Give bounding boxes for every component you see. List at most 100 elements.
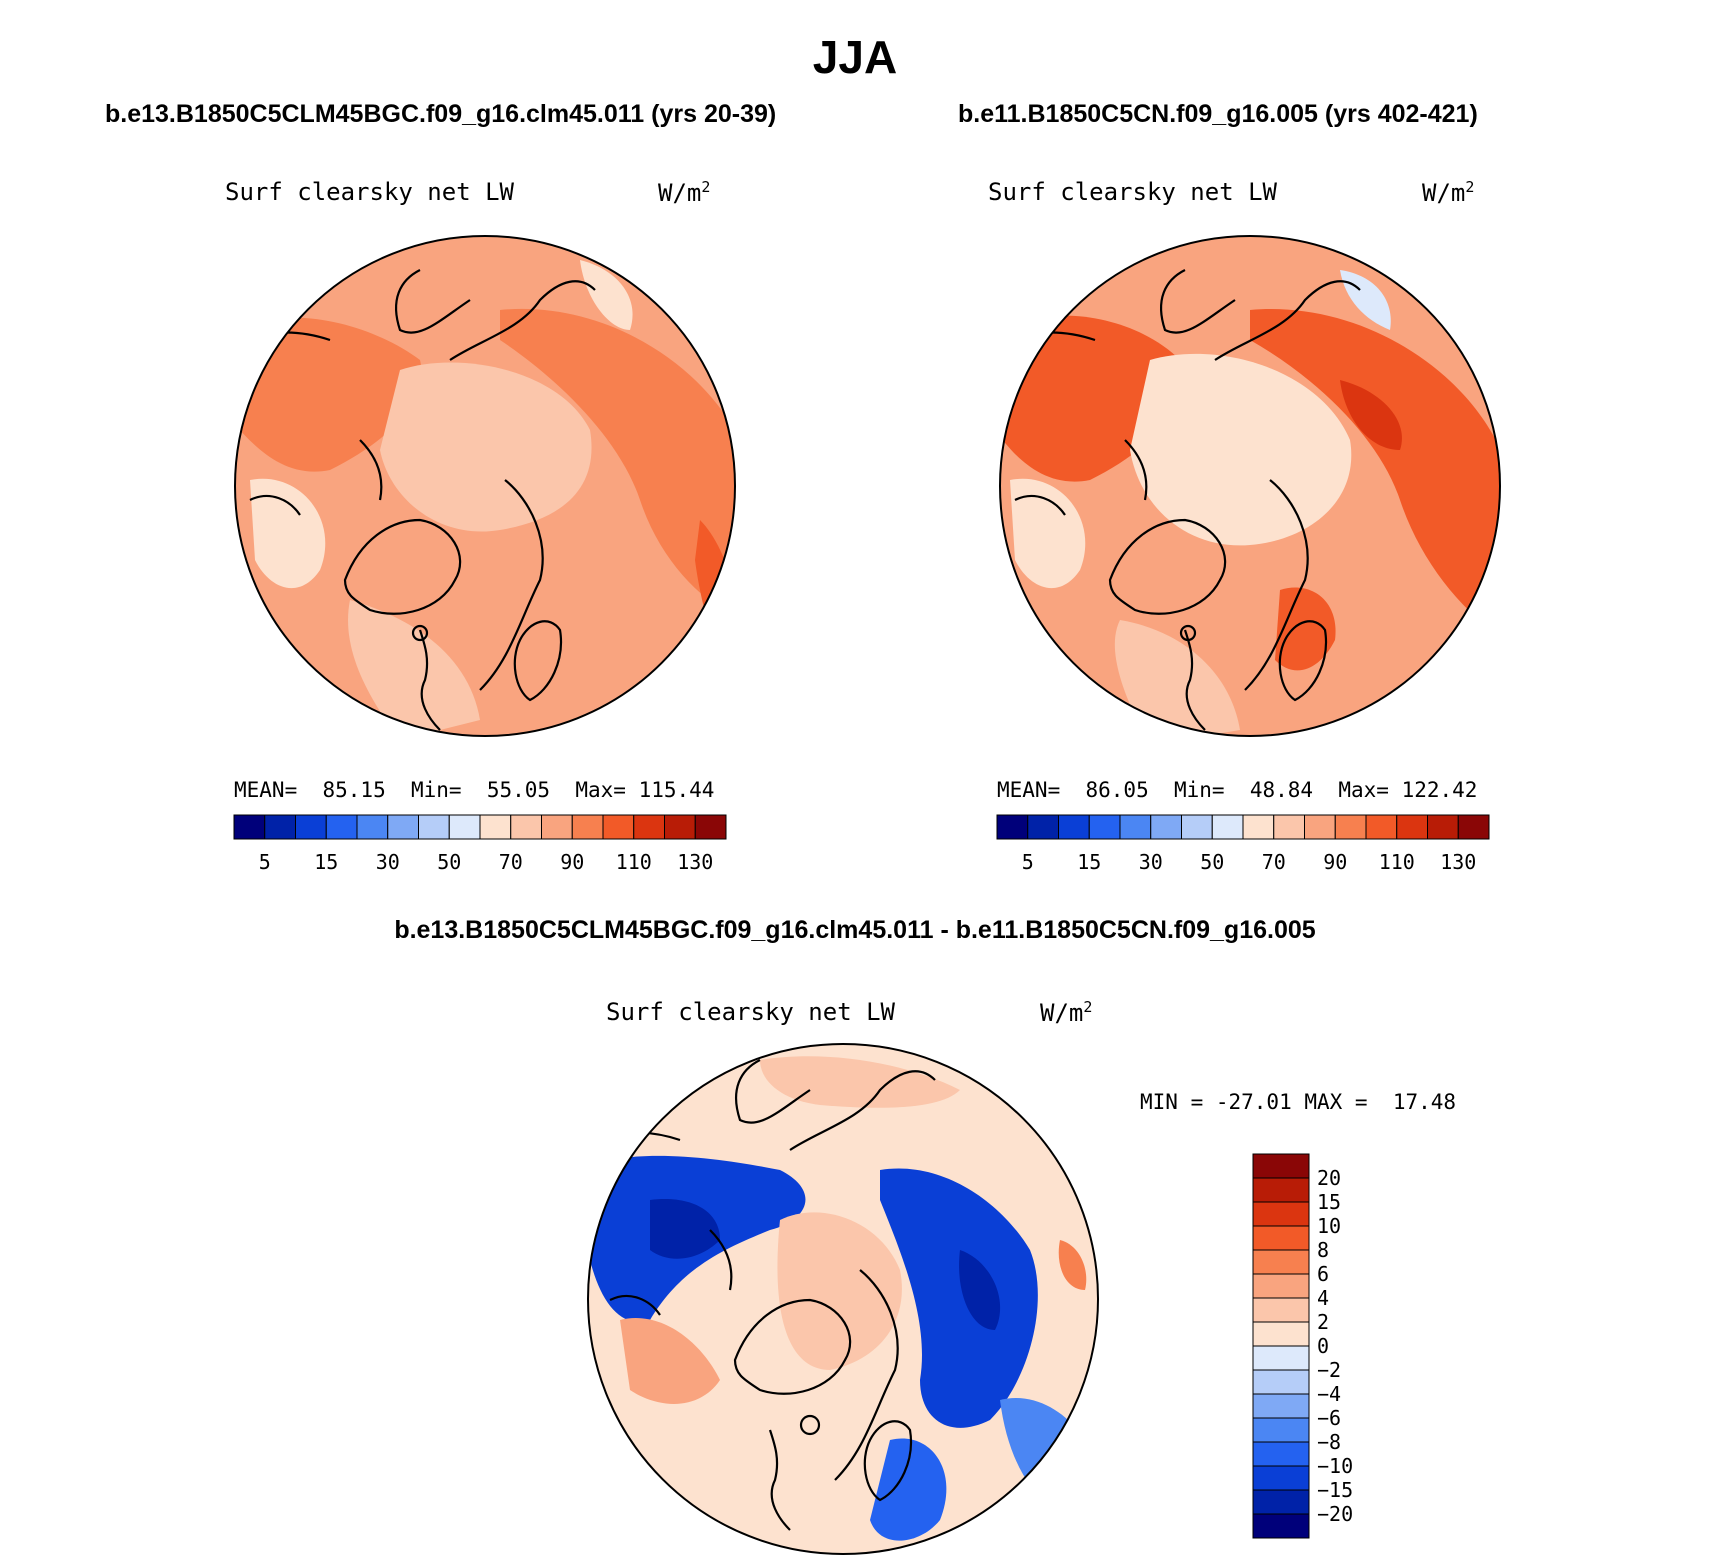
diff-colorbar-tick-label: −2: [1317, 1358, 1341, 1382]
diff-colorbar-tick-label: 2: [1317, 1310, 1329, 1334]
panel1-stats: MEAN= 85.15 Min= 55.05 Max= 115.44: [234, 778, 715, 802]
panel2-colorbar-swatch: [1150, 814, 1182, 840]
panel2-units-label: W/m2: [1422, 178, 1474, 207]
panel1-colorbar-swatch: [325, 814, 358, 840]
panel1-coastlines: [249, 269, 596, 731]
diff-colorbar-tick-label: 20: [1317, 1166, 1341, 1190]
diff-map-border: [587, 1043, 1099, 1555]
diff-colorbar-swatch: [1252, 1273, 1310, 1299]
diff-colorbar-tick-label: −8: [1317, 1430, 1341, 1454]
panel2-arctic-ocean: [1130, 353, 1352, 546]
panel2-colorbar-swatch: [1427, 814, 1459, 840]
diff-colorbar-swatch: [1252, 1513, 1310, 1539]
diff-units-label: W/m2: [1040, 998, 1092, 1027]
diff-colorbar-tick-label: 0: [1317, 1334, 1329, 1358]
diff-colorbar-tick-label: 6: [1317, 1262, 1329, 1286]
panel2-colorbar-swatch: [1088, 814, 1121, 840]
panel2-variable-label: Surf clearsky net LW: [988, 178, 1277, 206]
panel2-colorbar-swatch: [1119, 814, 1152, 840]
diff-colorbar-tick-label: 4: [1317, 1286, 1329, 1310]
panel1-colorbar-swatch: [295, 814, 327, 840]
panel2-coastlines: [1014, 269, 1361, 731]
diff-warm-spot-east: [1058, 1240, 1087, 1290]
diff-cold-region-east: [880, 1168, 1038, 1428]
panel1-colorbar-tick-label: 50: [437, 850, 461, 874]
panel2-colorbar-swatch: [1027, 814, 1059, 840]
diff-colorbar-swatch: [1252, 1177, 1310, 1203]
panel2-colorbar-swatch: [1334, 814, 1367, 840]
panel1-map: [235, 236, 735, 736]
panel2-units-sup: 2: [1465, 178, 1475, 196]
panel2-warm-region-east: [1250, 309, 1500, 640]
diff-colorbar-tick-label: −10: [1317, 1454, 1353, 1478]
figure-title: JJA: [812, 31, 898, 83]
diff-colorbar-swatch: [1252, 1465, 1310, 1491]
diff-variable-label: Surf clearsky net LW: [606, 998, 895, 1026]
diff-units-text: W/m: [1040, 999, 1084, 1027]
diff-arctic-warm: [777, 1212, 902, 1370]
diff-colorbar-swatch: [1252, 1489, 1310, 1515]
panel2-colorbar-swatch: [1058, 814, 1090, 840]
diff-colorbar-swatch: [1252, 1225, 1310, 1251]
panel2-colorbar-tick-label: 70: [1262, 850, 1286, 874]
diff-colorbar-swatch: [1252, 1201, 1310, 1227]
diff-coldest-east: [959, 1250, 1001, 1330]
panel1-colorbar-tick-label: 130: [677, 850, 713, 874]
diff-colorbar-tick-label: 15: [1317, 1190, 1341, 1214]
panel2-colorbar-swatch: [1396, 814, 1428, 840]
diff-colorbar-swatch: [1252, 1345, 1310, 1371]
panel1-colorbar-swatch: [264, 814, 296, 840]
panel1-case-title: b.e13.B1850C5CLM45BGC.f09_g16.clm45.011 …: [105, 100, 777, 128]
panel1-colorbar-swatch: [541, 814, 573, 840]
diff-colorbar-tick-label: −4: [1317, 1382, 1341, 1406]
diff-colorbar-tick-label: −6: [1317, 1406, 1341, 1430]
panel1-colorbar-tick-label: 5: [259, 850, 271, 874]
panel1-colorbar-swatch: [633, 814, 665, 840]
panel1-colorbar-swatch: [602, 814, 635, 840]
panel1-colorbar: 5 15 30 50 70 90 110 130: [233, 814, 727, 874]
panel1-colorbar-swatch: [694, 814, 727, 840]
panel2-cool-patch: [1010, 478, 1086, 589]
diff-map: [588, 1044, 1098, 1554]
panel2-colorbar-swatch: [996, 814, 1029, 840]
panel2-colorbar-tick-label: 130: [1440, 850, 1476, 874]
panel2-colorbar-swatch: [1211, 814, 1244, 840]
diff-colorbar-swatch: [1252, 1441, 1310, 1467]
panel1-colorbar-swatch: [510, 814, 542, 840]
panel2-hot-region: [1340, 380, 1402, 450]
panel2-colorbar-tick-label: 50: [1200, 850, 1224, 874]
panel1-cool-patch: [250, 478, 326, 589]
panel2-colorbar-swatch: [1304, 814, 1336, 840]
panel1-colorbar-tick-label: 15: [314, 850, 338, 874]
panel1-variable-label: Surf clearsky net LW: [225, 178, 514, 206]
panel1-warm-region-east: [500, 308, 735, 620]
panel1-colorbar-swatch: [356, 814, 389, 840]
panel2-colorbar-swatch: [1273, 814, 1305, 840]
diff-units-sup: 2: [1083, 998, 1093, 1016]
panel1-colorbar-swatch: [448, 814, 481, 840]
panel2-colorbar-tick-label: 5: [1022, 850, 1034, 874]
panel1-colorbar-swatch: [418, 814, 450, 840]
panel2-colorbar-tick-label: 15: [1077, 850, 1101, 874]
diff-colorbar-swatch: [1252, 1393, 1310, 1419]
panel2-stats: MEAN= 86.05 Min= 48.84 Max= 122.42: [997, 778, 1478, 802]
panel1-units-label: W/m2: [658, 178, 710, 207]
panel1-colorbar-swatch: [664, 814, 696, 840]
panel2-colorbar: 5 15 30 50 70 90 110 130: [996, 814, 1490, 874]
panel1-colorbar-tick-label: 30: [376, 850, 400, 874]
diff-colorbar-tick-label: 8: [1317, 1238, 1329, 1262]
diff-colorbar-tick-label: −20: [1317, 1502, 1353, 1526]
diff-colorbar-swatch: [1252, 1369, 1310, 1395]
panel1-warm-region-west: [235, 317, 422, 472]
diff-colorbar-swatch: [1252, 1297, 1310, 1323]
panel1-map-border: [234, 235, 736, 737]
panel1-cool-patch-ne: [580, 260, 633, 330]
panel2-colorbar-swatch: [1365, 814, 1398, 840]
difference-title: b.e13.B1850C5CLM45BGC.f09_g16.clm45.011 …: [394, 916, 1316, 944]
panel2-colorbar-tick-label: 110: [1379, 850, 1415, 874]
panel1-colorbar-tick-label: 70: [499, 850, 523, 874]
panel2-case-title: b.e11.B1850C5CN.f09_g16.005 (yrs 402-421…: [958, 100, 1478, 128]
panel1-units-sup: 2: [701, 178, 711, 196]
